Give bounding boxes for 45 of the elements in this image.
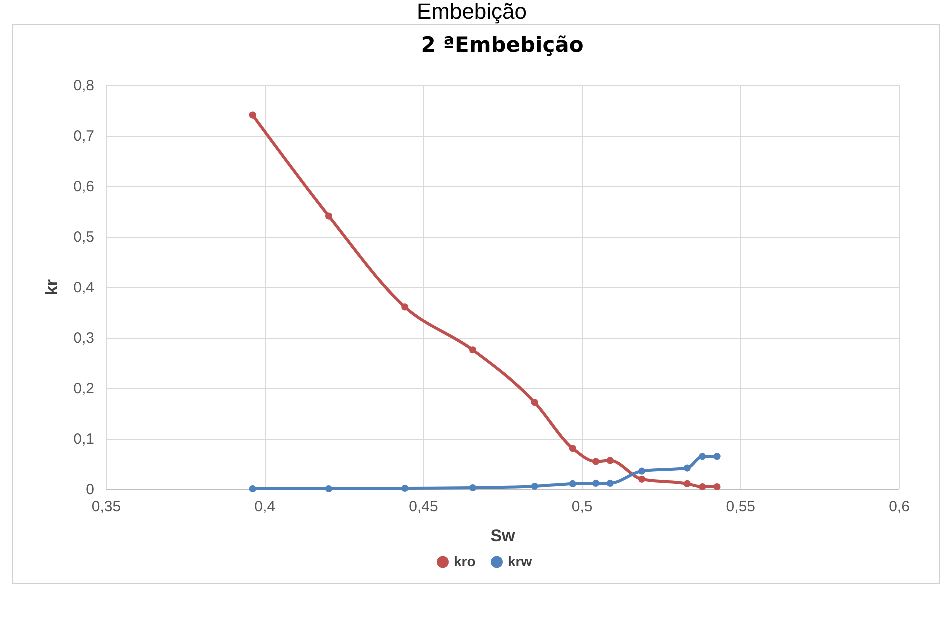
x-axis-title: Sw	[490, 526, 516, 546]
y-tick-label: 0,8	[74, 78, 94, 94]
point	[684, 464, 691, 472]
point	[699, 483, 706, 491]
point	[684, 480, 691, 488]
y-tick-label: 0,7	[74, 128, 94, 145]
x-tick-label: 0,6	[889, 498, 910, 516]
y-tick-label: 0,5	[74, 229, 94, 246]
point	[569, 480, 576, 488]
point	[249, 112, 256, 119]
point	[531, 399, 538, 406]
y-tick-label: 0,1	[74, 431, 94, 448]
point	[606, 480, 614, 487]
point	[699, 453, 706, 460]
point	[606, 457, 614, 464]
point	[714, 453, 721, 460]
chart-title: 2 ªEmbebição	[421, 33, 584, 57]
point	[714, 483, 721, 491]
point	[325, 212, 333, 220]
text: Embebição	[416, 0, 528, 24]
point	[638, 476, 646, 483]
y-tick-label: 0	[86, 482, 94, 498]
x-tick-label: 0,45	[409, 498, 438, 516]
point	[569, 445, 576, 452]
y-axis-title: kr	[42, 279, 62, 296]
point	[469, 484, 477, 492]
x-tick-label: 0,4	[254, 498, 276, 516]
x-tick-label: 0,55	[726, 498, 756, 516]
y-tick-label: 0,3	[74, 330, 94, 347]
point	[638, 468, 646, 475]
point	[531, 482, 538, 490]
legend-label: kro	[454, 553, 476, 570]
y-tick-label: 0,6	[74, 178, 94, 196]
point	[592, 458, 600, 466]
legend-label: krw	[508, 553, 532, 570]
y-tick-label: 0,4	[74, 280, 94, 296]
point	[469, 346, 477, 354]
y-tick-label: 0,2	[74, 380, 94, 398]
point	[402, 484, 409, 492]
point	[402, 304, 409, 311]
x-tick-label: 0,35	[92, 498, 122, 516]
point	[325, 485, 333, 493]
point	[592, 480, 600, 487]
x-tick-label: 0,5	[572, 498, 593, 516]
point	[249, 485, 256, 493]
